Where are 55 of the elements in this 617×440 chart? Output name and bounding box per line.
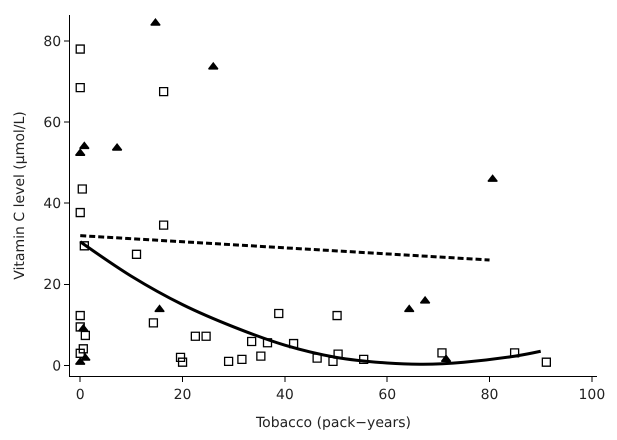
point (76, 322, 85, 332)
point (78, 344, 88, 354)
x-tick-label: 100 (578, 386, 606, 403)
point (404, 304, 414, 312)
point (148, 318, 158, 328)
x-tick-label: 60 (378, 386, 396, 403)
point (76, 82, 85, 92)
point (274, 308, 284, 318)
point (80, 241, 89, 250)
point (224, 356, 234, 366)
x-axis-title: Tobacco (pack−years) (254, 415, 412, 432)
point (201, 332, 211, 341)
point (359, 354, 368, 364)
point (132, 250, 142, 259)
point (76, 208, 85, 218)
point (76, 44, 85, 54)
point (176, 352, 186, 362)
point (510, 348, 520, 358)
point (333, 349, 343, 359)
point (328, 356, 338, 366)
point (112, 143, 122, 151)
point (80, 330, 90, 340)
point (312, 354, 322, 363)
x-tick-label: 20 (174, 386, 192, 403)
point (288, 338, 298, 348)
y-axis-title: Vitamin C level (µmol/L) (12, 111, 28, 280)
y-tick-label: 20 (43, 277, 62, 294)
point (79, 142, 90, 150)
y-tick-label: 0 (52, 358, 62, 374)
x-tick-label: 80 (480, 386, 498, 403)
y-tick-label: 60 (43, 114, 62, 131)
point (158, 220, 168, 230)
y-tick-label: 80 (43, 34, 62, 50)
point (76, 348, 85, 358)
point (542, 358, 551, 367)
point (437, 348, 447, 358)
point (78, 324, 89, 332)
line-series (78, 240, 542, 366)
y-tick-label: 40 (43, 196, 62, 212)
point (178, 358, 188, 367)
point (246, 336, 256, 346)
point (190, 332, 200, 341)
x-tick-label: 0 (76, 386, 85, 403)
point (332, 310, 342, 320)
point (256, 351, 266, 361)
point (237, 354, 247, 364)
point (154, 304, 165, 312)
point (76, 310, 85, 320)
point (440, 354, 452, 362)
point (262, 338, 272, 348)
point (78, 184, 87, 194)
x-tick-label: 40 (276, 386, 294, 403)
point (150, 18, 161, 26)
point (420, 296, 430, 304)
point (158, 87, 168, 96)
